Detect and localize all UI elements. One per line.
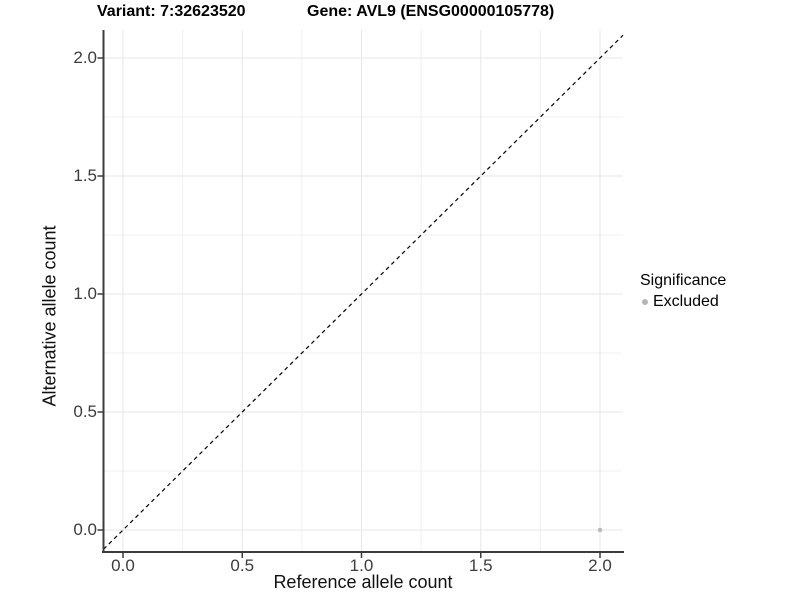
legend-item-label: Excluded	[653, 293, 719, 310]
x-tick-label: 2.0	[588, 556, 612, 575]
legend-item-excluded: Excluded	[640, 292, 726, 312]
y-tick-label: 2.0	[73, 48, 97, 67]
y-tick-label: 0.5	[73, 402, 97, 421]
legend: Significance Excluded	[640, 271, 726, 312]
identity-dashed-line	[103, 34, 624, 550]
y-tick-label: 1.0	[73, 284, 97, 303]
x-tick-label: 1.5	[468, 556, 493, 575]
x-axis-title: Reference allele count	[273, 572, 453, 592]
x-tick-label: 0.5	[230, 556, 255, 575]
legend-title: Significance	[640, 272, 727, 289]
x-tick-label: 1.0	[349, 556, 374, 575]
y-tick-label: 0.0	[73, 520, 97, 539]
y-tick-label: 1.5	[73, 166, 97, 185]
plot-title-variant: Variant: 7:32623520	[97, 3, 246, 20]
plot-title-gene: Gene: AVL9 (ENSG00000105778)	[307, 3, 555, 20]
legend-point-icon	[642, 299, 648, 305]
y-axis-title: Alternative allele count	[39, 225, 60, 407]
data-point-excluded	[597, 527, 603, 533]
x-tick-label: 0.0	[111, 556, 135, 575]
